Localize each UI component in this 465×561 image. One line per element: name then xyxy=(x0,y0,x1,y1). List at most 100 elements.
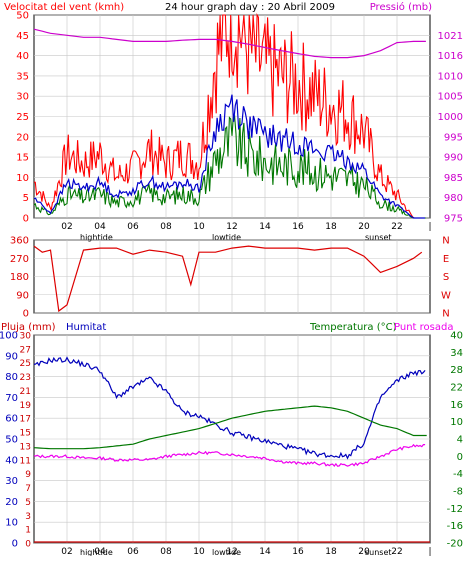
compass-label: W xyxy=(441,290,451,301)
x-tick-label: 22 xyxy=(391,222,402,232)
temperature-y-tick-label: -20 xyxy=(447,539,463,550)
pressure-title: Pressió (mb) xyxy=(370,1,432,13)
rain-title: Pluja (mm) xyxy=(1,322,56,333)
x-tick-label: 02 xyxy=(61,547,72,556)
rain-y-tick-label: 3 xyxy=(25,512,31,522)
sunset-label-2: sunset xyxy=(365,548,392,556)
wind-min-series xyxy=(33,115,426,219)
wind-y-tick-label: 25 xyxy=(16,112,29,123)
rain-y-tick-label: 13 xyxy=(20,442,31,452)
rain-y-tick-label: 1 xyxy=(25,526,31,536)
pressure-y-tick-label: 1021 xyxy=(438,31,463,42)
x-tick-label: 14 xyxy=(259,222,271,232)
graph-title: 24 hour graph day : 20 Abril 2009 xyxy=(165,2,335,13)
direction-y-tick-label: 180 xyxy=(10,272,29,283)
temperature-y-tick-label: 34 xyxy=(450,348,463,359)
x-tick-label: 18 xyxy=(325,222,337,232)
rain-y-tick-label: 9 xyxy=(25,470,31,480)
x-tick-label: 04 xyxy=(94,547,106,556)
temperature-series xyxy=(33,405,427,450)
pressure-y-tick-label: 1010 xyxy=(438,71,463,82)
pressure-y-tick-label: 975 xyxy=(444,214,463,225)
x-tick-label: 06 xyxy=(127,222,139,232)
temperature-y-tick-label: -16 xyxy=(447,521,463,532)
x-tick-label: 20 xyxy=(358,222,370,232)
humidity-series xyxy=(33,356,426,460)
humidity-y-tick-label: 20 xyxy=(5,497,18,508)
wind-avg-series xyxy=(33,94,426,219)
direction-y-tick-label: 270 xyxy=(10,254,29,265)
pressure-y-tick-label: 1016 xyxy=(438,51,463,62)
humidity-y-tick-label: 30 xyxy=(5,476,18,487)
humidity-y-tick-label: 10 xyxy=(5,518,18,529)
rain-y-tick-label: 21 xyxy=(20,387,31,397)
temperature-y-tick-label: -8 xyxy=(453,487,463,498)
x-tick-label: 16 xyxy=(292,547,304,556)
pressure-y-tick-label: 1000 xyxy=(438,112,463,123)
wind-y-tick-label: 35 xyxy=(16,71,29,82)
rain-y-tick-label: 23 xyxy=(20,373,31,383)
temperature-y-tick-label: 22 xyxy=(450,383,463,394)
humidity-y-tick-label: 80 xyxy=(5,372,18,383)
x-tick-label: 22 xyxy=(391,547,402,556)
temperature-title: Temperatura (°C) xyxy=(309,322,397,333)
x-tick-label: 12 xyxy=(226,222,237,232)
temperature-y-tick-label: -4 xyxy=(453,469,463,480)
humidity-y-tick-label: 70 xyxy=(5,393,18,404)
x-tick-label: 10 xyxy=(193,547,205,556)
rain-y-tick-label: 5 xyxy=(25,498,31,508)
wind-y-tick-label: 5 xyxy=(23,193,29,204)
direction-y-tick-label: 0 xyxy=(23,309,29,320)
lowtide-label-2: lowtide xyxy=(212,548,241,556)
x-tick-label: 06 xyxy=(127,547,139,556)
compass-label: N xyxy=(442,236,449,247)
lowtide-label-1: lowtide xyxy=(212,233,241,242)
compass-label: E xyxy=(443,254,449,265)
x-tick-label: 12 xyxy=(226,547,237,556)
wind-y-tick-label: 15 xyxy=(16,153,29,164)
x-tick-label: 04 xyxy=(94,222,106,232)
pressure-y-tick-label: 985 xyxy=(444,173,463,184)
rain-y-tick-label: 25 xyxy=(20,359,31,369)
humidity-y-tick-label: 90 xyxy=(5,351,18,362)
temperature-y-tick-label: 10 xyxy=(450,417,463,428)
humidity-y-tick-label: 50 xyxy=(5,435,18,446)
temperature-y-tick-label: 16 xyxy=(450,400,463,411)
temperature-y-tick-label: 4 xyxy=(457,435,463,446)
pressure-y-tick-label: 995 xyxy=(444,132,463,143)
rain-y-tick-label: 7 xyxy=(25,484,31,494)
humidity-title: Humitat xyxy=(66,322,106,333)
pressure-y-tick-label: 990 xyxy=(444,153,463,164)
sunset-label-1: sunset xyxy=(365,233,392,242)
hightide-label-2: hightide xyxy=(80,548,113,556)
x-tick-label: 14 xyxy=(259,547,271,556)
hightide-label-1: hightide xyxy=(80,233,113,242)
temperature-y-tick-label: -12 xyxy=(447,504,463,515)
wind-y-tick-label: 40 xyxy=(16,51,29,62)
wind-y-tick-label: 50 xyxy=(16,11,29,22)
x-tick-label: | xyxy=(428,547,431,556)
wind-y-tick-label: 45 xyxy=(16,31,29,42)
x-tick-label: 18 xyxy=(325,547,337,556)
rain-y-tick-label: 27 xyxy=(20,345,31,355)
x-tick-label: 08 xyxy=(160,222,172,232)
rain-y-tick-label: 30 xyxy=(20,332,32,342)
humidity-y-tick-label: 100 xyxy=(0,331,18,342)
direction-y-tick-label: 360 xyxy=(10,236,29,247)
temperature-y-tick-label: 0 xyxy=(457,452,463,463)
dewpoint-title: Punt rosada xyxy=(394,322,453,333)
wind-y-tick-label: 10 xyxy=(16,173,29,184)
wind-speed-title: Velocitat del vent (kmh) xyxy=(4,2,124,13)
humidity-y-tick-label: 40 xyxy=(5,455,18,466)
wind-gust-series xyxy=(33,13,426,219)
rain-y-tick-label: 19 xyxy=(20,401,32,411)
humidity-y-tick-label: 60 xyxy=(5,414,18,425)
x-tick-label: 10 xyxy=(193,222,205,232)
wind-direction-series xyxy=(33,245,423,313)
dewpoint-series xyxy=(33,443,426,467)
rain-y-tick-label: 17 xyxy=(20,415,31,425)
x-tick-label: 20 xyxy=(358,547,370,556)
compass-label: S xyxy=(443,272,449,283)
rain-y-tick-label: 15 xyxy=(20,429,31,439)
